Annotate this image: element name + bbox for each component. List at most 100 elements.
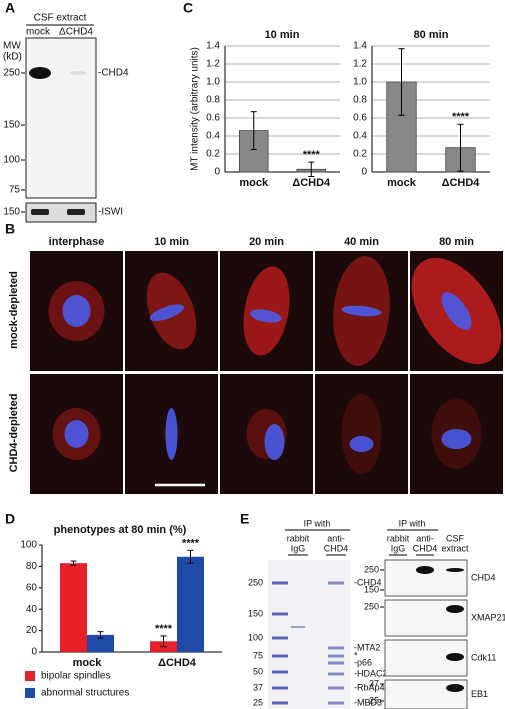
- y-tick-label: 0.4: [353, 131, 367, 142]
- band-label: -p66: [354, 657, 372, 667]
- significance: ****: [452, 111, 470, 123]
- lane-label: CHD4: [413, 543, 438, 553]
- lane-label: CHD4: [324, 543, 349, 553]
- marker-label: 150: [3, 120, 20, 131]
- x-tick-label: mock: [387, 177, 417, 189]
- y-tick-label: 1.2: [206, 59, 220, 70]
- bar: [87, 634, 114, 652]
- marker-band: [272, 581, 288, 585]
- y-tick-label: 20: [26, 625, 38, 636]
- mw-label: MW: [3, 41, 21, 52]
- bar: [177, 556, 204, 652]
- marker-label: 150: [248, 608, 263, 618]
- marker-label: 100: [248, 632, 263, 642]
- marker-label: 25: [253, 697, 263, 707]
- protein-band: [328, 672, 344, 676]
- chart-title: 80 min: [414, 29, 449, 41]
- x-tick-label: mock: [239, 177, 269, 189]
- lane-label: IgG: [291, 543, 306, 553]
- lane-label: anti-: [327, 533, 345, 543]
- marker-label: 150: [3, 207, 20, 218]
- y-tick-label: 0: [31, 647, 37, 658]
- y-tick-label: 0.6: [206, 113, 220, 124]
- marker-band: [272, 670, 288, 674]
- ip-header: IP with: [399, 518, 426, 528]
- y-tick-label: 1.0: [206, 77, 220, 88]
- column-label: interphase: [49, 236, 105, 248]
- protein-band: [291, 626, 305, 628]
- band: [446, 605, 464, 613]
- protein-band: [328, 646, 344, 650]
- marker-label: 250: [3, 68, 20, 79]
- y-tick-label: 1.0: [353, 77, 367, 88]
- lane-label: rabbit: [287, 533, 310, 543]
- band: [31, 209, 49, 215]
- blot-label: CHD4: [471, 572, 496, 582]
- band-label: -HDAC2: [354, 668, 388, 678]
- chart-title: phenotypes at 80 min (%): [54, 524, 187, 536]
- x-tick-label: mock: [73, 657, 103, 669]
- protein-band: [328, 661, 344, 665]
- y-tick-label: 0: [214, 167, 220, 178]
- band: [446, 653, 464, 661]
- y-tick-label: 0.6: [353, 113, 367, 124]
- band: [446, 684, 464, 692]
- panel-letter: A: [5, 0, 15, 16]
- panel-letter: D: [5, 511, 15, 527]
- panel-letter: C: [183, 0, 193, 16]
- marker-label: 25: [369, 695, 379, 705]
- column-label: 40 min: [344, 236, 379, 248]
- band-label: *: [354, 650, 358, 660]
- band: [29, 67, 51, 79]
- chart-title: 10 min: [265, 29, 300, 41]
- protein-band: [328, 654, 344, 658]
- marker-band: [272, 701, 288, 705]
- significance: ****: [155, 623, 173, 635]
- band-label: -MBD3: [354, 697, 382, 707]
- lane-label: anti-: [416, 533, 434, 543]
- y-tick-label: 0.2: [353, 149, 367, 160]
- x-tick-label: ΔCHD4: [292, 177, 331, 189]
- significance: ****: [303, 149, 321, 161]
- band-label: -RbAp48: [354, 682, 390, 692]
- marker-label: 250: [248, 577, 263, 587]
- blot: [384, 559, 468, 597]
- marker-label: 100: [3, 155, 20, 166]
- ip-header: IP with: [304, 518, 331, 528]
- band: [70, 71, 86, 75]
- panel-letter: B: [5, 221, 15, 237]
- y-axis-label: MT intensity (arbitrary units): [190, 47, 201, 171]
- mw-label: (kD): [3, 52, 22, 63]
- y-tick-label: 0.4: [206, 131, 220, 142]
- chromatin: [441, 292, 472, 330]
- band: [446, 568, 464, 572]
- column-label: 10 min: [154, 236, 189, 248]
- lane-label: extract: [441, 543, 469, 553]
- significance: ****: [182, 537, 200, 549]
- chromatin: [264, 424, 285, 460]
- band-label: -MTA2: [354, 642, 380, 652]
- marker-band: [272, 686, 288, 690]
- protein-band: [328, 581, 344, 585]
- legend-label: abnormal structures: [41, 688, 129, 699]
- column-label: 20 min: [249, 236, 284, 248]
- marker-label: 50: [253, 666, 263, 676]
- chromatin: [249, 309, 282, 323]
- chromatin: [349, 436, 374, 452]
- marker-label: 150: [364, 584, 379, 594]
- blot-label: Cdk11: [471, 652, 496, 662]
- chromatin: [149, 304, 184, 322]
- y-tick-label: 1.2: [353, 59, 367, 70]
- band-label: -CHD4: [354, 577, 382, 587]
- legend-swatch: [25, 671, 35, 681]
- marker-band: [272, 654, 288, 658]
- blot-label: EB1: [471, 689, 488, 699]
- y-tick-label: 60: [26, 582, 38, 593]
- protein-band: [328, 686, 344, 690]
- marker-band: [272, 636, 288, 640]
- column-label: 80 min: [439, 236, 474, 248]
- bar: [60, 563, 87, 652]
- panel-letter: E: [240, 511, 249, 527]
- blot: [25, 202, 97, 223]
- lane-label: rabbit: [387, 533, 410, 543]
